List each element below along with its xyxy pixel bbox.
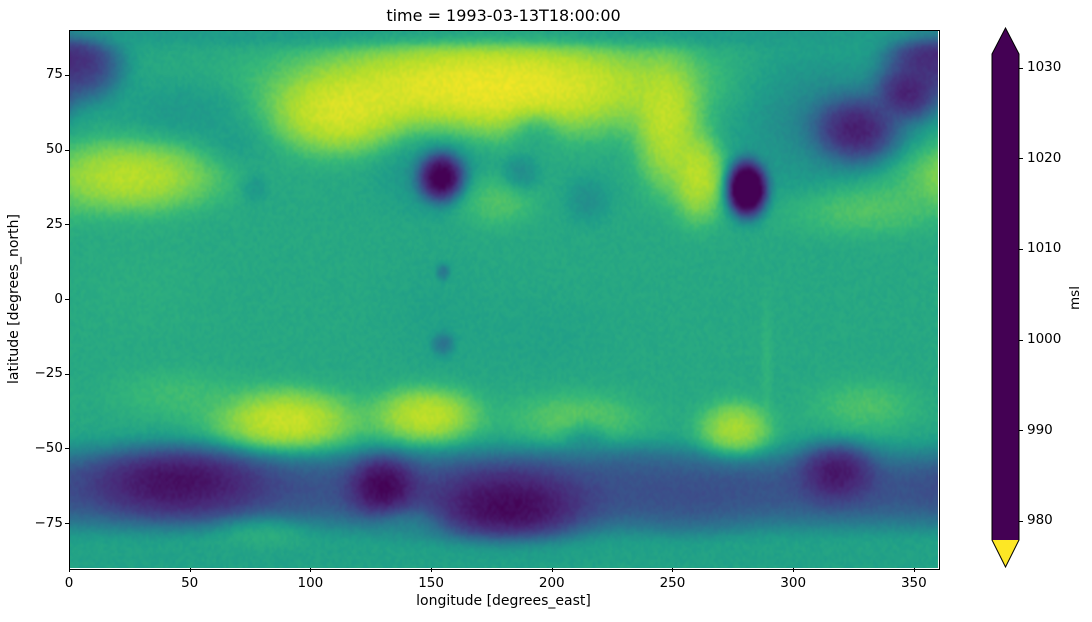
colorbar-tick [1019,248,1023,250]
colorbar-tick-label: 990 [1027,421,1053,438]
colorbar-label: msl [1067,286,1083,310]
y-tick-label: 75 [45,66,63,83]
x-tick [551,568,553,572]
colorbar-tick [1019,67,1023,69]
colorbar-tick-label: 1020 [1027,149,1062,166]
colorbar-tick [1019,520,1023,522]
x-tick-label: 100 [297,575,324,591]
y-tick [65,448,69,450]
x-tick-label: 50 [181,575,199,591]
colorbar-tick-label: 1010 [1027,240,1062,257]
colorbar-tick [1019,158,1023,160]
plot-title: time = 1993-03-13T18:00:00 [386,6,621,25]
x-tick-label: 200 [538,575,565,591]
x-tick [310,568,312,572]
y-tick [65,74,69,76]
colorbar-tick-label: 1030 [1027,59,1062,76]
y-tick [65,373,69,375]
pressure-heatmap [69,30,938,568]
colorbar [991,27,1020,569]
x-tick-label: 250 [659,575,686,591]
y-tick-label: 0 [54,290,63,307]
x-tick [189,568,191,572]
x-tick [431,568,433,572]
y-tick-label: −25 [34,365,64,382]
colorbar-tick [1019,339,1023,341]
y-tick-label: −75 [34,514,64,531]
y-tick [65,149,69,151]
colorbar-bar [991,27,1020,569]
y-tick [65,224,69,226]
y-tick-label: −50 [34,439,64,456]
x-tick-label: 0 [64,575,74,591]
x-tick [793,568,795,572]
x-tick-label: 300 [780,575,807,591]
y-tick-label: 25 [45,215,63,232]
y-tick [65,523,69,525]
x-axis-label: longitude [degrees_east] [416,593,591,609]
x-tick-label: 350 [900,575,927,591]
y-tick-label: 50 [45,141,63,158]
x-tick [69,568,70,572]
colorbar-tick-label: 980 [1027,512,1053,529]
colorbar-tick [1019,430,1023,432]
colorbar-tick-label: 1000 [1027,331,1062,348]
x-tick-label: 150 [418,575,444,591]
x-tick [913,568,915,572]
y-tick [65,299,69,300]
x-tick [672,568,674,572]
